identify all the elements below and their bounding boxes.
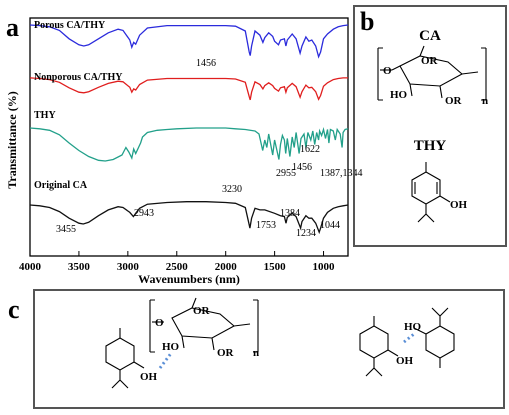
hbond-right bbox=[403, 332, 415, 344]
peak-annotation: 2943 bbox=[134, 208, 154, 219]
peak-annotation: 1234 bbox=[296, 228, 316, 239]
x-tick-label: 3000 bbox=[117, 261, 140, 273]
series-label: Original CA bbox=[34, 180, 88, 191]
peak-annotation: 1622 bbox=[300, 144, 320, 155]
y-axis-label: Transmittance (%) bbox=[5, 91, 19, 188]
peak-annotation: 1456 bbox=[292, 162, 312, 173]
svg-text:n: n bbox=[253, 347, 259, 359]
series-label: THY bbox=[34, 110, 56, 121]
svg-text:OR: OR bbox=[193, 305, 211, 317]
x-tick-label: 1500 bbox=[264, 261, 287, 273]
peak-annotation: 3230 bbox=[222, 184, 242, 195]
svg-text:OR: OR bbox=[445, 95, 463, 107]
complex-labels: OR O HO OR OH n bbox=[140, 305, 259, 383]
svg-text:O: O bbox=[155, 317, 164, 329]
peak-annotation: 1753 bbox=[256, 220, 276, 231]
svg-text:O: O bbox=[383, 65, 392, 77]
svg-text:n: n bbox=[482, 95, 488, 107]
panel-label-a: a bbox=[6, 13, 19, 42]
peak-annotation: 1384 bbox=[280, 208, 300, 219]
x-axis-ticks: 4000 3500 3000 2500 2000 1500 1000 bbox=[19, 251, 335, 273]
series-line-nonporous-ca-thy bbox=[29, 77, 348, 101]
x-axis-label: Wavenumbers (nm) bbox=[138, 272, 240, 286]
thy-title: THY bbox=[414, 138, 447, 154]
dimer-labels: HO OH bbox=[396, 321, 422, 367]
svg-text:OR: OR bbox=[421, 55, 439, 67]
thy-dimer bbox=[359, 307, 455, 377]
peak-annotation: 3455 bbox=[56, 224, 76, 235]
peak-annotation: 2955 bbox=[276, 168, 296, 179]
thy-oh-label: OH bbox=[450, 199, 468, 211]
hbond-left bbox=[158, 351, 174, 369]
series-labels: Porous CA/THY Nonporous CA/THY THY Original… bbox=[34, 20, 123, 191]
series-layer bbox=[29, 24, 349, 235]
x-tick-label: 1000 bbox=[313, 261, 336, 273]
panel-b: CA OR O HO OR n THY OH bbox=[353, 5, 507, 247]
annotation-layer: 1456 3230 2955 1622 1456 1387,1344 3455 2943 175… bbox=[56, 58, 363, 239]
svg-text:OH: OH bbox=[140, 371, 158, 383]
panel-label-c: c bbox=[8, 295, 20, 324]
svg-text:OH: OH bbox=[396, 355, 414, 367]
x-tick-label: 3500 bbox=[68, 261, 91, 273]
x-tick-label: 2000 bbox=[215, 261, 238, 273]
svg-text:OR: OR bbox=[217, 347, 235, 359]
series-label: Nonporous CA/THY bbox=[34, 72, 123, 83]
x-tick-label: 2500 bbox=[166, 261, 189, 273]
panel-c-frame bbox=[33, 289, 505, 409]
series-line-thy bbox=[29, 126, 349, 162]
peak-annotation: 1387,1344 bbox=[320, 168, 363, 179]
ca-title: CA bbox=[419, 28, 441, 44]
panel-label-b: b bbox=[360, 7, 374, 36]
ca-thy-complex bbox=[105, 297, 259, 389]
svg-text:HO: HO bbox=[404, 321, 422, 333]
peak-annotation: 1456 bbox=[196, 58, 216, 69]
ca-labels: OR O HO OR n bbox=[383, 55, 488, 107]
plot-frame bbox=[29, 17, 349, 257]
thy-structure bbox=[411, 162, 451, 223]
ca-structure bbox=[377, 45, 487, 101]
ftir-chart: 4000 3500 3000 2500 2000 1500 1000 Porous CA/T… bbox=[5, 17, 363, 286]
svg-text:HO: HO bbox=[390, 89, 408, 101]
peak-annotation: 1044 bbox=[320, 220, 340, 231]
series-line-porous-ca-thy bbox=[29, 24, 349, 59]
series-line-original-ca bbox=[29, 201, 349, 235]
panel-c: OR O HO OR OH n HO OH bbox=[33, 289, 505, 409]
x-tick-label: 4000 bbox=[19, 261, 42, 273]
panel-b-frame bbox=[353, 5, 507, 247]
svg-text:HO: HO bbox=[162, 341, 180, 353]
series-label: Porous CA/THY bbox=[34, 20, 106, 31]
